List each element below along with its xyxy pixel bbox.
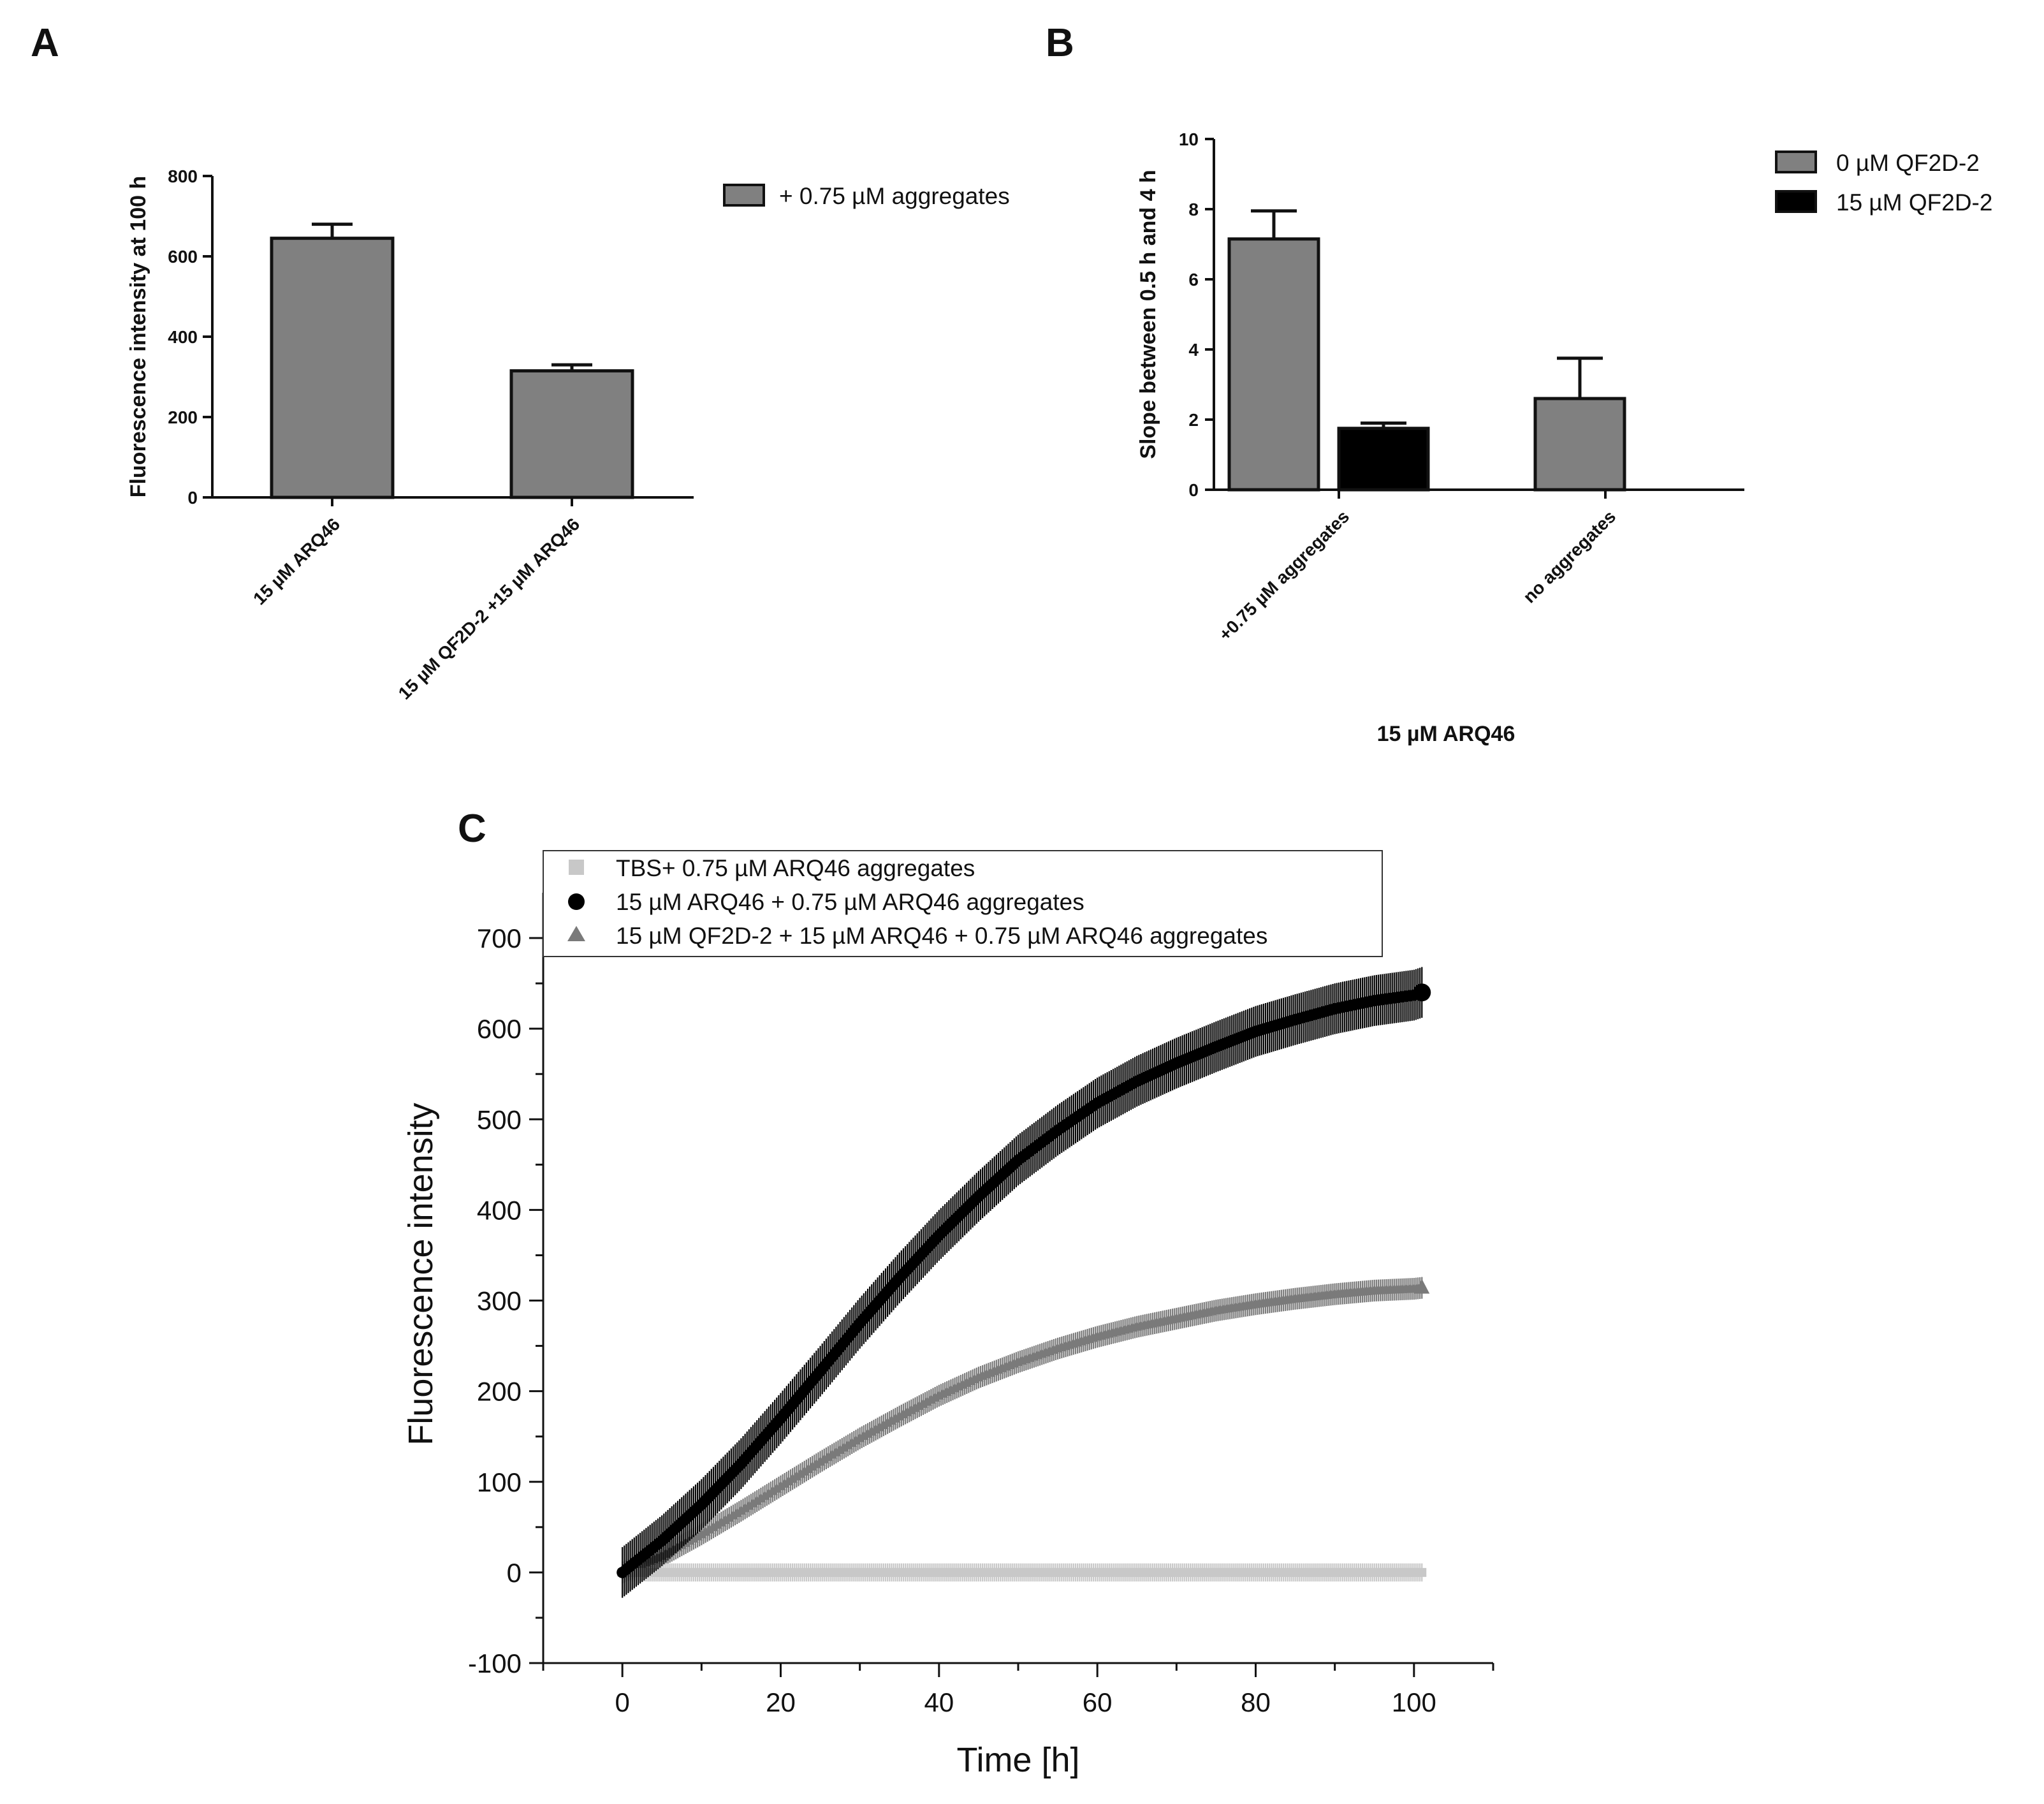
c-y-tick-label: 400 bbox=[477, 1195, 522, 1225]
b-legend-swatch-0 bbox=[1776, 152, 1816, 172]
b-y-axis-title: Slope between 0.5 h and 4 h bbox=[1136, 170, 1160, 458]
c-y-tick-label: 500 bbox=[477, 1104, 522, 1134]
panel-b-chart: 10 8 6 4 2 0 +0.75 µM aggregates no aggregates… bbox=[1136, 129, 1992, 746]
b-legend-label-0: 0 µM QF2D-2 bbox=[1836, 150, 1980, 176]
a-y-axis-title: Fluorescence intensity at 100 h bbox=[126, 176, 150, 498]
panel-label-a: A bbox=[31, 21, 59, 65]
b-y-tick-label: 6 bbox=[1188, 270, 1199, 290]
c-y-tick-label: 600 bbox=[477, 1014, 522, 1044]
b-y-tick-label: 8 bbox=[1188, 200, 1199, 219]
c-data-point bbox=[1417, 1568, 1426, 1577]
a-legend-label: + 0.75 µM aggregates bbox=[779, 183, 1010, 209]
c-y-tick-label: 100 bbox=[477, 1467, 522, 1497]
c-x-tick-label: 80 bbox=[1241, 1687, 1271, 1717]
a-y-tick-label: 800 bbox=[168, 166, 198, 186]
a-y-tick-label: 200 bbox=[168, 407, 198, 427]
c-x-tick-label: 60 bbox=[1083, 1687, 1113, 1717]
b-x-axis-title: 15 µM ARQ46 bbox=[1377, 722, 1515, 746]
c-y-tick-label: 300 bbox=[477, 1286, 522, 1316]
panel-a-chart: 800 600 400 200 0 15 µM ARQ46 15 µM QF2D-2 +1… bbox=[126, 166, 1010, 703]
c-y-tick-label: 700 bbox=[477, 923, 522, 953]
b-y-tick-label: 4 bbox=[1188, 340, 1199, 360]
b-bar bbox=[1229, 239, 1318, 490]
c-series-0 bbox=[618, 1564, 1426, 1581]
b-x-tick-label: no aggregates bbox=[1519, 506, 1619, 606]
c-legend-label-2: 15 µM QF2D-2 + 15 µM ARQ46 + 0.75 µM ARQ… bbox=[616, 923, 1267, 949]
c-y-axis-title: Fluorescence intensity bbox=[402, 1103, 440, 1445]
b-legend-label-1: 15 µM QF2D-2 bbox=[1836, 189, 1992, 216]
c-x-axis-title: Time [h] bbox=[956, 1741, 1079, 1779]
c-y-tick-label: 0 bbox=[507, 1558, 522, 1588]
b-legend-swatch-1 bbox=[1776, 191, 1816, 212]
c-y-tick-label: 200 bbox=[477, 1377, 522, 1407]
c-legend-marker-1 bbox=[568, 893, 585, 910]
a-x-tick-label: 15 µM QF2D-2 +15 µM ARQ46 bbox=[395, 514, 584, 703]
c-x-tick-label: 0 bbox=[615, 1687, 629, 1717]
c-y-tick-label: -100 bbox=[468, 1648, 522, 1678]
b-bar bbox=[1535, 399, 1624, 490]
a-legend-swatch bbox=[724, 185, 764, 205]
c-x-tick-label: 20 bbox=[766, 1687, 796, 1717]
c-series-2 bbox=[617, 1277, 1429, 1583]
c-x-tick-label: 40 bbox=[924, 1687, 954, 1717]
c-x-tick-label: 100 bbox=[1392, 1687, 1436, 1717]
b-x-tick-label: +0.75 µM aggregates bbox=[1215, 506, 1354, 645]
a-y-tick-label: 600 bbox=[168, 247, 198, 267]
a-bar bbox=[272, 238, 393, 497]
c-legend-marker-0 bbox=[569, 860, 584, 875]
c-end-point bbox=[1413, 983, 1431, 1001]
c-legend-label-1: 15 µM ARQ46 + 0.75 µM ARQ46 aggregates bbox=[616, 889, 1084, 915]
panel-label-c: C bbox=[458, 807, 486, 851]
panel-label-b: B bbox=[1046, 21, 1074, 65]
a-bar bbox=[511, 371, 632, 497]
a-y-tick-label: 0 bbox=[187, 488, 198, 508]
b-y-tick-label: 2 bbox=[1188, 410, 1199, 430]
b-y-tick-label: 10 bbox=[1179, 129, 1199, 149]
a-y-tick-label: 400 bbox=[168, 327, 198, 347]
b-y-tick-label: 0 bbox=[1188, 480, 1199, 500]
c-legend-label-0: TBS+ 0.75 µM ARQ46 aggregates bbox=[616, 855, 975, 881]
a-x-tick-label: 15 µM ARQ46 bbox=[249, 514, 344, 608]
b-bar bbox=[1339, 429, 1428, 490]
figure: A B C 8006004002000 15 µM ARQ46 15 µM QF2… bbox=[0, 0, 2044, 1804]
